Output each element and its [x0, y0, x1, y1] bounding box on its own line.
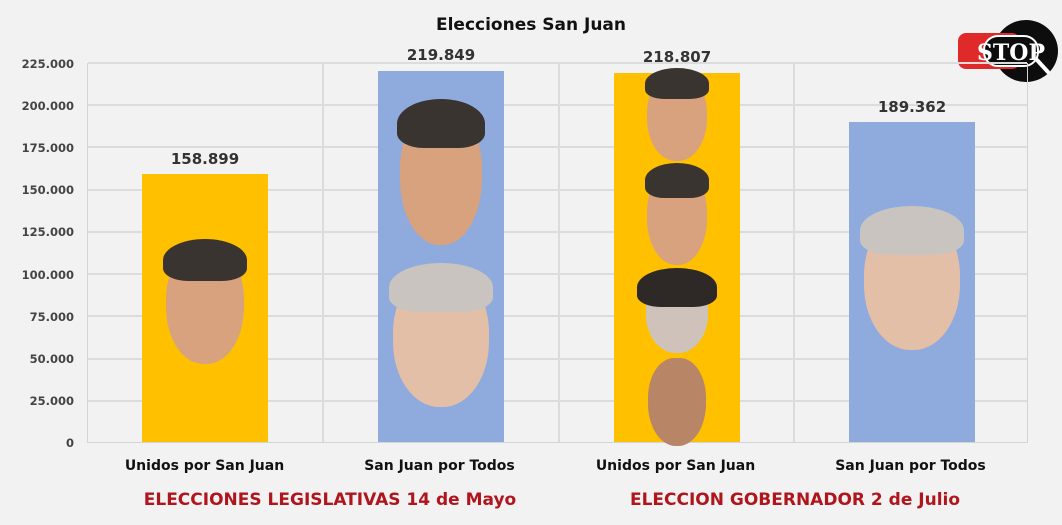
- gridline: [88, 273, 1027, 275]
- x-category-label: San Juan por Todos: [364, 458, 515, 474]
- gridline: [88, 146, 1027, 148]
- y-tick: 75.000: [29, 310, 74, 324]
- svg-text:STOP: STOP: [977, 40, 1045, 66]
- chart-title: Elecciones San Juan: [435, 15, 627, 35]
- y-tick: 0: [65, 436, 74, 450]
- candidate-face-icon: [162, 238, 248, 364]
- y-tick: 100.000: [21, 268, 74, 282]
- x-category-label: San Juan por Todos: [835, 458, 986, 474]
- stop-logo-icon: STOP: [958, 20, 1058, 82]
- y-tick: 25.000: [29, 394, 74, 408]
- category-divider: [793, 63, 795, 442]
- y-tick: 50.000: [29, 352, 74, 366]
- bar-value-label: 158.899: [170, 150, 240, 168]
- gridline: [88, 400, 1027, 402]
- gridline: [88, 315, 1027, 317]
- candidate-face-icon: [637, 268, 717, 353]
- y-tick: 175.000: [21, 141, 74, 155]
- gridline: [88, 62, 1027, 64]
- candidate-face-icon: [396, 98, 486, 245]
- group-label-legislativas: ELECCIONES LEGISLATIVAS 14 de Mayo: [143, 490, 517, 510]
- bar-value-label: 218.807: [642, 48, 712, 66]
- gridline: [88, 189, 1027, 191]
- gridline: [88, 104, 1027, 106]
- bar-sanjuan-gobernador: [849, 122, 975, 442]
- candidate-face-icon: [644, 163, 710, 265]
- x-category-label: Unidos por San Juan: [124, 458, 285, 474]
- gridline: [88, 231, 1027, 233]
- y-tick: 200.000: [21, 99, 74, 113]
- candidate-face-icon: [644, 67, 710, 161]
- plot-area: 158.899 219.849 218.807 189.362: [87, 46, 1028, 446]
- y-tick: 125.000: [21, 225, 74, 239]
- bar-value-label: 189.362: [877, 98, 947, 116]
- bar-unidos-gobernador: [614, 67, 740, 446]
- y-tick: 225.000: [21, 57, 74, 71]
- bar-value-label: 219.849: [406, 46, 476, 64]
- candidate-face-icon: [860, 205, 964, 350]
- gridline: [88, 358, 1027, 360]
- group-label-gobernador: ELECCION GOBERNADOR 2 de Julio: [629, 490, 961, 510]
- candidate-face-icon: [389, 262, 493, 407]
- category-divider: [322, 63, 324, 442]
- x-category-label: Unidos por San Juan: [595, 458, 756, 474]
- candidate-face-icon: [648, 358, 706, 446]
- bar-unidos-legislativas: [142, 174, 268, 442]
- category-divider: [558, 63, 560, 442]
- bar-sanjuan-legislativas: [378, 71, 504, 442]
- y-tick: 150.000: [21, 183, 74, 197]
